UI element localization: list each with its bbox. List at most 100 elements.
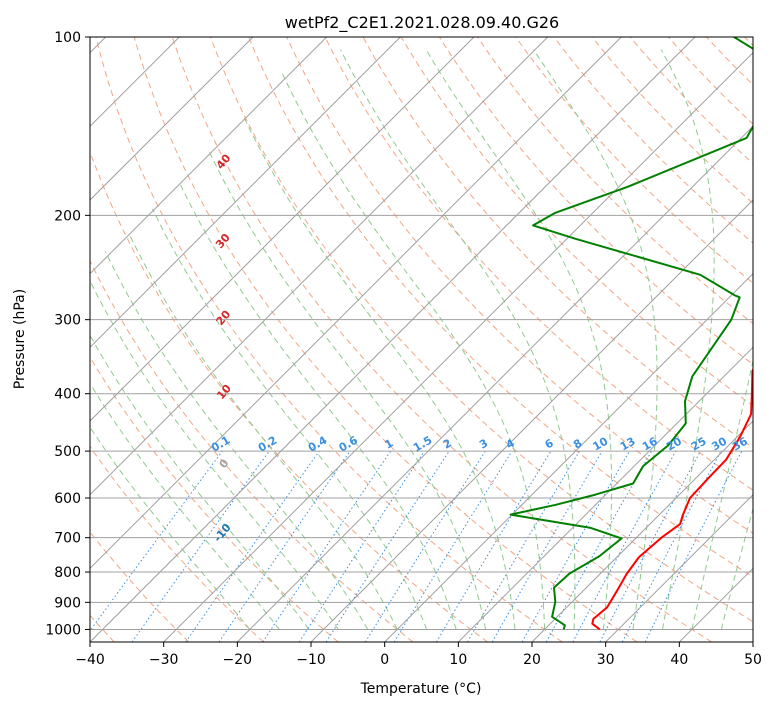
isotherm-line <box>90 37 696 642</box>
dry-adiabat-label: 20 <box>214 308 234 328</box>
dry-adiabat-line <box>248 37 753 578</box>
dry-adiabat-label: -10 <box>211 521 234 545</box>
plot-area <box>90 37 753 642</box>
temperature-profile <box>591 366 753 631</box>
isotherm-line <box>90 37 475 422</box>
mixing-ratio-line <box>393 450 513 642</box>
x-tick-label: 0 <box>380 652 389 668</box>
moist-adiabat-line <box>128 233 398 630</box>
isotherm-line <box>90 37 622 570</box>
dry-adiabat-label: 10 <box>214 382 234 402</box>
moist-adiabat-line <box>90 334 310 630</box>
y-axis: 100 200 300 400 500 600 700 800 900 1000 <box>45 30 90 638</box>
moist-adiabat-line <box>242 113 516 630</box>
mixing-ratio-line <box>131 450 270 642</box>
mixing-ratio-line <box>185 450 320 642</box>
y-tick-label: 600 <box>54 491 81 507</box>
dry-adiabat-line <box>210 37 753 623</box>
dry-adiabat-line <box>133 37 638 642</box>
isotherm-line <box>163 51 753 642</box>
mixing-ratio-line <box>435 450 552 642</box>
isotherm-line <box>457 346 753 642</box>
isobars <box>90 37 753 630</box>
x-tick-label: −10 <box>296 652 326 668</box>
plot-frame <box>89 36 754 643</box>
moist-adiabat-line <box>90 279 339 630</box>
y-tick-label: 900 <box>54 595 81 611</box>
mixing-ratio-label: 4 <box>504 436 517 451</box>
x-tick-label: 50 <box>744 652 762 668</box>
dry-adiabat-label: 40 <box>214 151 234 171</box>
dry-adiabat-line <box>400 37 753 407</box>
dry-adiabat-line <box>90 445 264 642</box>
mixing-ratio-line <box>491 450 603 642</box>
y-tick-label: 300 <box>54 313 81 329</box>
mixing-ratio-line <box>521 450 630 642</box>
moist-adiabat-line <box>281 72 546 630</box>
y-tick-label: 100 <box>54 30 81 46</box>
x-tick-label: −40 <box>75 652 105 668</box>
moist-adiabat-line <box>720 506 753 630</box>
isotherm-line <box>310 199 753 642</box>
x-tick-label: 40 <box>670 652 688 668</box>
x-tick-label: 20 <box>523 652 541 668</box>
y-tick-label: 800 <box>54 565 81 581</box>
chart-title: wetPf2_C2E1.2021.028.09.40.G26 <box>285 13 559 33</box>
dry-adiabat-line <box>744 37 753 47</box>
dry-adiabat-line <box>477 37 753 325</box>
mixing-ratio-label: 3 <box>477 437 490 452</box>
moist-adiabat-line <box>90 382 280 630</box>
dry-adiabat-line <box>591 37 753 204</box>
moist-adiabats <box>90 49 753 630</box>
y-tick-label: 200 <box>54 208 81 224</box>
dry-adiabat-line <box>90 356 339 642</box>
moist-adiabat-line <box>152 208 428 630</box>
x-tick-label: 10 <box>449 652 467 668</box>
isotherms <box>90 37 753 642</box>
moist-adiabat-line <box>533 49 658 630</box>
y-tick-label: 400 <box>54 387 81 403</box>
moist-adiabat-line <box>425 49 613 630</box>
dry-adiabat-line <box>324 37 753 491</box>
x-axis-label: Temperature (°C) <box>360 681 482 697</box>
dry-adiabat-line <box>515 37 753 284</box>
mixing-ratio-line <box>364 450 486 642</box>
moist-adiabat-line <box>104 251 369 630</box>
x-axis: −40 −30 −20 −10 0 10 20 30 40 50 <box>75 642 762 668</box>
y-tick-label: 1000 <box>45 622 81 638</box>
dry-adiabat-line <box>90 531 190 642</box>
x-tick-label: −30 <box>149 652 179 668</box>
isotherm-line <box>384 272 753 642</box>
isotherm-line <box>752 641 753 642</box>
isotherm-line <box>236 125 753 642</box>
isotherm-line <box>531 420 753 642</box>
moist-adiabat-line <box>178 180 457 630</box>
mixing-ratio-label: 6 <box>543 436 556 451</box>
profile-series <box>509 37 753 631</box>
x-tick-label: −20 <box>223 652 253 668</box>
y-tick-label: 700 <box>54 531 81 547</box>
isotherm-line <box>90 37 549 496</box>
dry-adiabat-line <box>90 259 414 642</box>
mixing-ratio-line <box>218 450 351 642</box>
isotherm-line <box>605 493 753 642</box>
isotherm-line <box>90 37 401 349</box>
dry-adiabat-line <box>171 37 712 642</box>
x-tick-label: 30 <box>597 652 615 668</box>
mixing-ratio-label: 2 <box>441 437 454 452</box>
isotherm-line <box>90 37 254 201</box>
moist-adiabat-line <box>691 358 753 630</box>
moist-adiabat-line <box>207 149 487 630</box>
mixing-ratio-line <box>262 450 392 642</box>
dry-adiabat-line <box>629 37 753 165</box>
dry-adiabat-label: 30 <box>213 231 233 251</box>
mixing-ratio-line <box>325 450 450 642</box>
isotherm-line <box>90 37 328 275</box>
mixing-ratio-lines <box>90 450 743 642</box>
y-tick-label: 500 <box>54 444 81 460</box>
moist-adiabat-line <box>660 49 715 630</box>
y-axis-label: Pressure (hPa) <box>12 289 28 389</box>
dry-adiabat-line <box>668 37 753 125</box>
mixing-ratio-line <box>298 450 425 642</box>
